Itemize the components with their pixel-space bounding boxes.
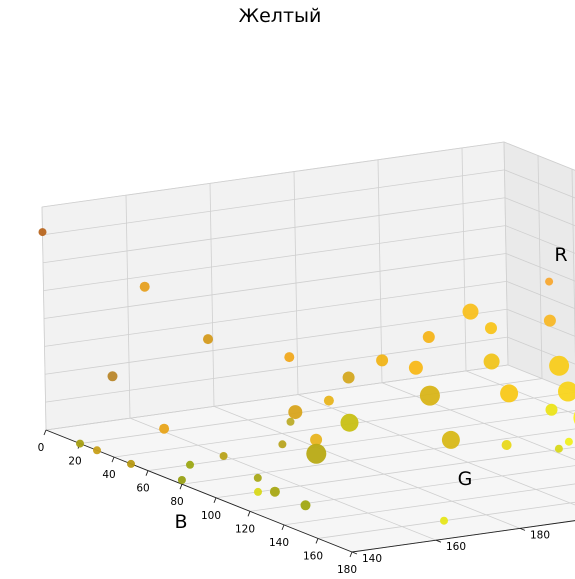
data-point — [270, 487, 280, 497]
x-tick-label: 100 — [201, 510, 221, 522]
data-point — [254, 488, 262, 496]
data-point — [555, 445, 563, 453]
x-tick-label: 80 — [170, 496, 183, 508]
tick-mark — [350, 552, 352, 557]
data-point — [203, 334, 213, 344]
x-tick-label: 40 — [102, 469, 115, 481]
y-tick-label: 160 — [446, 541, 466, 553]
data-point — [254, 474, 262, 482]
x-axis-label: B — [174, 511, 187, 533]
data-point — [76, 440, 84, 448]
data-point — [423, 331, 435, 343]
x-tick-label: 120 — [235, 523, 255, 535]
data-point — [39, 228, 47, 236]
data-point — [288, 405, 302, 419]
data-point — [140, 282, 150, 292]
tick-mark — [112, 457, 114, 462]
tick-mark — [248, 511, 250, 516]
tick-mark — [214, 498, 216, 503]
data-point — [485, 322, 497, 334]
tick-mark — [146, 471, 148, 476]
data-point — [306, 444, 326, 464]
y-axis-label: G — [458, 468, 473, 490]
x-tick-label: 140 — [269, 537, 289, 549]
tick-mark — [282, 525, 284, 530]
x-tick-label: 20 — [68, 456, 81, 468]
data-point — [409, 361, 423, 375]
data-point — [343, 372, 355, 384]
data-point — [93, 446, 101, 454]
data-point — [544, 315, 556, 327]
z-axis-label: R — [554, 244, 567, 266]
data-point — [278, 440, 286, 448]
y-tick-label: 180 — [530, 529, 550, 541]
data-point — [546, 404, 558, 416]
data-point — [549, 356, 569, 376]
data-point — [502, 440, 512, 450]
tick-mark — [180, 484, 182, 489]
data-point — [341, 414, 359, 432]
data-point — [287, 418, 295, 426]
data-point — [127, 460, 135, 468]
data-point — [186, 461, 194, 469]
data-point — [440, 517, 448, 525]
x-tick-label: 180 — [337, 564, 357, 576]
tick-mark — [352, 552, 357, 554]
data-point — [484, 354, 500, 370]
data-point — [376, 354, 388, 366]
data-point — [178, 476, 186, 484]
axis-panes — [42, 142, 575, 552]
tick-mark — [520, 528, 525, 530]
data-point — [500, 384, 518, 402]
data-point — [284, 352, 294, 362]
data-point — [442, 431, 460, 449]
y-tick-label: 140 — [362, 553, 382, 565]
data-point — [301, 500, 311, 510]
tick-mark — [436, 540, 441, 542]
data-point — [108, 371, 118, 381]
data-point — [324, 396, 334, 406]
data-point — [159, 424, 169, 434]
data-point — [463, 304, 479, 320]
tick-mark — [44, 430, 46, 435]
data-point — [420, 386, 440, 406]
chart-title: Желтый — [239, 5, 322, 27]
data-point — [565, 438, 573, 446]
tick-mark — [316, 538, 318, 543]
x-tick-label: 0 — [38, 442, 45, 454]
data-point — [220, 452, 228, 460]
x-tick-label: 60 — [136, 483, 149, 495]
data-point — [545, 278, 553, 286]
x-tick-label: 160 — [303, 550, 323, 562]
